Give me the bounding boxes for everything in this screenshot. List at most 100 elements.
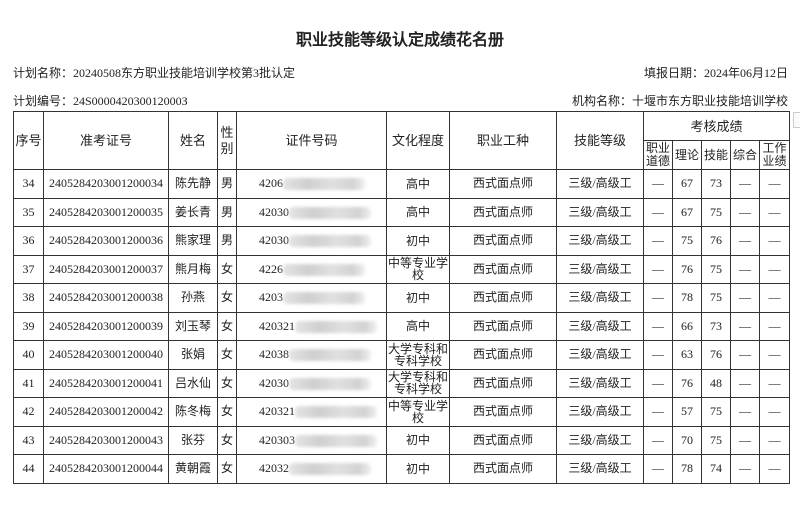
cell-work: —: [758, 283, 791, 313]
header-scores: 考核成绩: [642, 111, 791, 141]
cell-skill: 75: [701, 425, 731, 455]
cell-seq: 35: [13, 197, 44, 227]
cell-moral: —: [643, 283, 673, 313]
cell-combined: —: [730, 340, 760, 370]
cell-name: 熊月梅: [168, 254, 218, 284]
cell-seq: 40: [13, 340, 44, 370]
cell-exam-id: 2405284203001200035: [43, 197, 169, 227]
cell-exam-id: 2405284203001200034: [43, 169, 169, 199]
redacted-blur: [283, 263, 365, 276]
cell-moral: —: [643, 254, 673, 284]
education-text: 初中: [405, 233, 430, 248]
cell-theory: 78: [672, 454, 702, 484]
cell-work: —: [758, 226, 791, 256]
table-row: 42 2405284203001200042 陈冬梅女 420321 中等专业学校 西式面…: [13, 397, 791, 427]
cell-id-no: 420321: [236, 311, 387, 341]
score-roster-table: 序号 准考证号 姓名 性别 证件号码 文化程度 职业工种 技能等级 考核成绩 职…: [13, 111, 791, 484]
cell-work: —: [758, 254, 791, 284]
header-skill: 技能: [701, 140, 731, 170]
cell-theory: 75: [672, 226, 702, 256]
cell-occupation: 西式面点师: [449, 311, 557, 341]
cell-occupation: 西式面点师: [449, 283, 557, 313]
education-text: 大学专科和专科学校: [387, 341, 448, 368]
cell-seq: 41: [13, 368, 44, 398]
cell-skill: 75: [701, 397, 731, 427]
cell-exam-id: 2405284203001200037: [43, 254, 169, 284]
redacted-blur: [295, 434, 377, 447]
cell-work: —: [758, 311, 791, 341]
education-text: 初中: [405, 433, 430, 448]
cell-level: 三级/高级工: [556, 311, 644, 341]
header-seq: 序号: [13, 111, 44, 170]
cell-gender: 女: [217, 397, 237, 427]
cell-education: 大学专科和专科学校: [386, 368, 450, 398]
id-number-prefix: 42030: [259, 233, 289, 248]
plan-name: 计划名称：20240508东方职业技能培训学校第3批认定: [13, 66, 296, 80]
cell-work: —: [758, 397, 791, 427]
cell-education: 初中: [386, 283, 450, 313]
id-number-prefix: 4226: [259, 261, 283, 276]
id-number-prefix: 420321: [259, 318, 295, 333]
cell-moral: —: [643, 397, 673, 427]
cell-name: 熊家理: [168, 226, 218, 256]
cell-seq: 44: [13, 454, 44, 484]
redacted-blur: [283, 292, 365, 305]
cell-combined: —: [730, 197, 760, 227]
cell-exam-id: 2405284203001200038: [43, 283, 169, 313]
table-row: 36 2405284203001200036 熊家理男 42030 初中 西式面点师 三级/…: [13, 226, 791, 256]
cell-name: 陈先静: [168, 169, 218, 199]
cell-seq: 38: [13, 283, 44, 313]
cell-moral: —: [643, 368, 673, 398]
header-moral: 职业道德: [643, 140, 673, 170]
cell-moral: —: [643, 454, 673, 484]
cell-name: 张娟: [168, 340, 218, 370]
header-combined: 综合: [730, 140, 760, 170]
header-education: 文化程度: [386, 111, 450, 170]
cell-gender: 女: [217, 283, 237, 313]
cell-level: 三级/高级工: [556, 226, 644, 256]
side-panel-toggle-icon[interactable]: [793, 112, 800, 128]
cell-level: 三级/高级工: [556, 169, 644, 199]
table-row: 43 2405284203001200043 张芬女 420303 初中 西式面点师 三级/…: [13, 425, 791, 455]
cell-combined: —: [730, 169, 760, 199]
cell-level: 三级/高级工: [556, 454, 644, 484]
cell-level: 三级/高级工: [556, 254, 644, 284]
redacted-blur: [289, 377, 371, 390]
cell-seq: 36: [13, 226, 44, 256]
cell-combined: —: [730, 254, 760, 284]
cell-theory: 66: [672, 311, 702, 341]
header-theory: 理论: [672, 140, 702, 170]
cell-education: 高中: [386, 197, 450, 227]
cell-occupation: 西式面点师: [449, 254, 557, 284]
redacted-blur: [289, 206, 371, 219]
table-row: 35 2405284203001200035 姜长青男 42030 高中 西式面点师 三级/…: [13, 197, 791, 227]
cell-theory: 63: [672, 340, 702, 370]
cell-id-no: 42032: [236, 454, 387, 484]
plan-number: 计划编号：24S000042030012000З: [13, 94, 188, 108]
cell-gender: 女: [217, 368, 237, 398]
cell-gender: 女: [217, 254, 237, 284]
id-number-prefix: 42038: [259, 347, 289, 362]
cell-name: 吕水仙: [168, 368, 218, 398]
cell-gender: 女: [217, 340, 237, 370]
table-row: 44 2405284203001200044 黄朝霞女 42032 初中 西式面点师 三级/…: [13, 454, 791, 484]
table-row: 41 2405284203001200041 吕水仙女 42030 大学专科和专科学校西…: [13, 368, 791, 398]
cell-exam-id: 2405284203001200039: [43, 311, 169, 341]
id-number-prefix: 4206: [259, 176, 283, 191]
education-text: 中等专业学校: [387, 256, 448, 283]
cell-theory: 70: [672, 425, 702, 455]
cell-occupation: 西式面点师: [449, 454, 557, 484]
cell-exam-id: 2405284203001200036: [43, 226, 169, 256]
cell-name: 陈冬梅: [168, 397, 218, 427]
cell-level: 三级/高级工: [556, 197, 644, 227]
cell-occupation: 西式面点师: [449, 340, 557, 370]
cell-level: 三级/高级工: [556, 368, 644, 398]
cell-skill: 74: [701, 454, 731, 484]
cell-id-no: 42030: [236, 197, 387, 227]
cell-occupation: 西式面点师: [449, 226, 557, 256]
cell-combined: —: [730, 454, 760, 484]
cell-level: 三级/高级工: [556, 397, 644, 427]
education-text: 大学专科和专科学校: [387, 370, 448, 397]
cell-gender: 男: [217, 197, 237, 227]
cell-exam-id: 2405284203001200043: [43, 425, 169, 455]
